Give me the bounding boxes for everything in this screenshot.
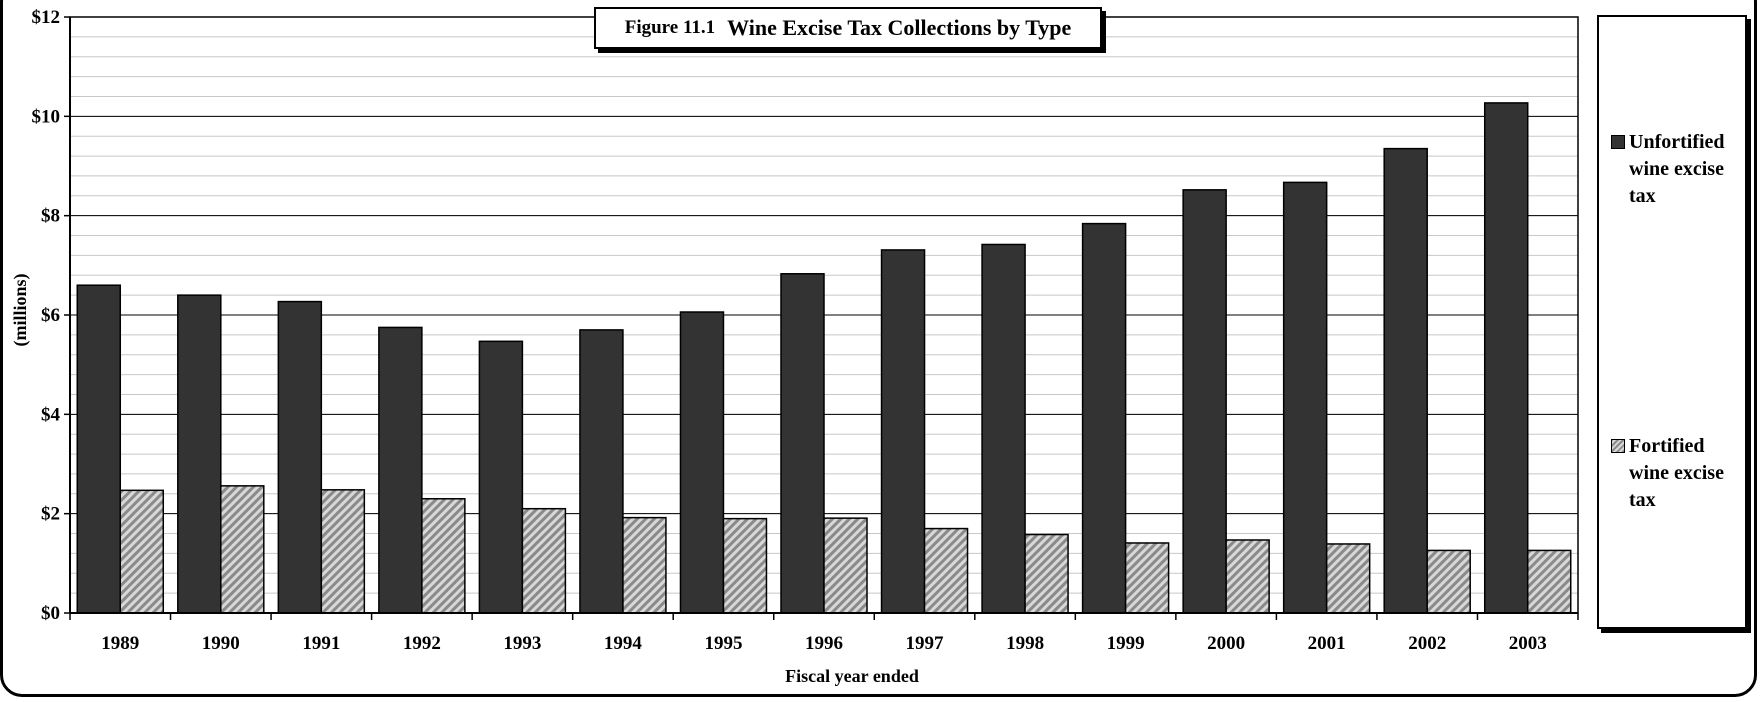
x-tick-label: 1999 [1107,633,1145,654]
bar-fortified [1024,533,1069,614]
x-tick-label: 2001 [1308,633,1346,654]
legend-swatch-hatched [1611,439,1625,453]
legend-label: Unfortified wine excise tax [1629,131,1725,207]
legend-item-fortified: Fortified wine excise tax [1611,433,1747,514]
y-tick-label: $10 [32,106,61,127]
bar-unfortified [478,340,524,614]
bar-fortified [1325,543,1371,614]
bar-fortified [923,527,969,614]
bar-unfortified [1483,102,1529,614]
y-tick-labels: $0 $2 $4 $6 $8 $10 $12 [32,7,61,624]
x-tick-label: 1993 [503,633,541,654]
bar-unfortified [1383,147,1428,614]
bar-fortified [622,516,667,614]
bar-unfortified [579,329,624,614]
x-tick-label: 1994 [604,633,643,654]
bar-unfortified [378,326,423,614]
bar-unfortified [177,294,222,614]
bar-fortified [320,489,366,614]
bar-unfortified [76,284,122,614]
bar-unfortified [880,249,926,614]
bar-fortified [220,485,265,614]
x-tick-label: 1991 [302,633,340,654]
bar-unfortified [1282,181,1328,614]
bar-fortified [823,517,868,614]
x-tick-labels: 1989 1990 1991 1992 1993 1994 1995 1996 1997 1998… [101,633,1546,654]
x-tick-label: 2003 [1509,633,1547,654]
y-tick-label: $8 [41,206,60,227]
bar-unfortified [1182,189,1227,614]
x-tick-label: 1996 [805,633,843,654]
legend: Unfortified wine excise tax Fortified wi… [1597,15,1747,629]
y-tick-label: $0 [41,603,60,624]
x-tick-label: 2000 [1207,633,1245,654]
legend-swatch-solid [1611,135,1625,149]
x-tick-label: 1992 [403,633,441,654]
y-tick-label: $4 [41,404,61,425]
bar-fortified [119,489,165,614]
x-tick-label: 1989 [101,633,139,654]
bar-fortified [1124,542,1170,614]
bar-fortified [1225,539,1270,614]
bar-fortified [1526,549,1572,614]
x-tick-label: 1998 [1006,633,1044,654]
x-tick-label: 1990 [202,633,240,654]
y-axis-title: (millions) [10,273,31,346]
bar-fortified [521,507,567,614]
bar-fortified [722,517,768,614]
x-tick-label: 1997 [906,633,945,654]
bar-unfortified [277,300,323,614]
chart-title: Figure 11.1 Wine Excise Tax Collections … [594,7,1102,49]
bars [76,102,1572,614]
y-tick-label: $6 [41,305,60,326]
bar-fortified [1426,549,1471,614]
x-tick-label: 1995 [704,633,742,654]
bar-fortified [421,498,466,614]
figure-number: Figure 11.1 [624,17,716,38]
bar-unfortified [679,311,725,614]
legend-label: Fortified wine excise tax [1629,435,1724,511]
y-tick-label: $2 [41,504,60,525]
x-axis-title: Fiscal year ended [785,666,919,686]
chart-title-text: Wine Excise Tax Collections by Type [727,15,1072,40]
x-tick-label: 2002 [1408,633,1446,654]
y-tick-label: $12 [32,7,61,28]
bar-unfortified [780,273,825,614]
bar-unfortified [1081,222,1127,614]
bar-unfortified [981,243,1026,614]
legend-item-unfortified: Unfortified wine excise tax [1611,129,1747,210]
